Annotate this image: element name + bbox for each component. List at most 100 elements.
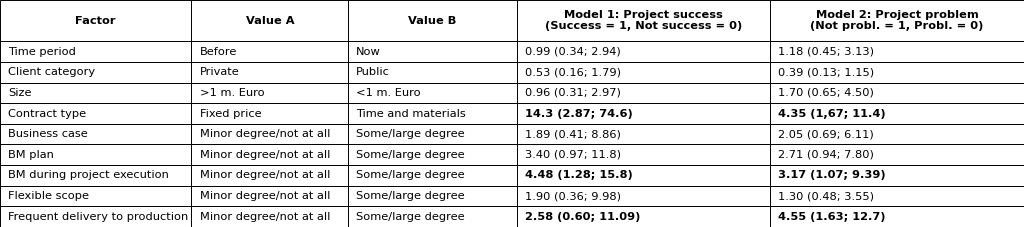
Text: 0.99 (0.34; 2.94): 0.99 (0.34; 2.94) bbox=[525, 47, 622, 57]
Bar bbox=[348, 83, 517, 103]
Bar bbox=[191, 144, 348, 165]
Text: <1 m. Euro: <1 m. Euro bbox=[356, 88, 421, 98]
Text: 1.18 (0.45; 3.13): 1.18 (0.45; 3.13) bbox=[778, 47, 874, 57]
Text: Minor degree/not at all: Minor degree/not at all bbox=[200, 150, 330, 160]
Bar bbox=[517, 124, 770, 144]
Text: Public: Public bbox=[356, 67, 390, 77]
Bar bbox=[0, 206, 191, 227]
Bar bbox=[348, 206, 517, 227]
Bar bbox=[517, 83, 770, 103]
Text: 1.89 (0.41; 8.86): 1.89 (0.41; 8.86) bbox=[525, 129, 622, 139]
Text: Some/large degree: Some/large degree bbox=[356, 170, 465, 180]
Text: BM plan: BM plan bbox=[8, 150, 54, 160]
Bar bbox=[348, 165, 517, 186]
Text: 0.96 (0.31; 2.97): 0.96 (0.31; 2.97) bbox=[525, 88, 622, 98]
Text: 1.90 (0.36; 9.98): 1.90 (0.36; 9.98) bbox=[525, 191, 622, 201]
Bar bbox=[0, 0, 191, 41]
Text: Contract type: Contract type bbox=[8, 109, 86, 118]
Bar bbox=[770, 41, 1024, 62]
Bar bbox=[517, 41, 770, 62]
Bar bbox=[191, 165, 348, 186]
Bar bbox=[517, 144, 770, 165]
Bar bbox=[348, 124, 517, 144]
Text: Minor degree/not at all: Minor degree/not at all bbox=[200, 212, 330, 222]
Bar bbox=[0, 144, 191, 165]
Bar bbox=[191, 103, 348, 124]
Bar bbox=[348, 144, 517, 165]
Text: >1 m. Euro: >1 m. Euro bbox=[200, 88, 264, 98]
Text: Minor degree/not at all: Minor degree/not at all bbox=[200, 191, 330, 201]
Bar bbox=[348, 186, 517, 206]
Bar bbox=[770, 83, 1024, 103]
Text: Value B: Value B bbox=[409, 16, 457, 26]
Text: BM during project execution: BM during project execution bbox=[8, 170, 169, 180]
Text: 2.58 (0.60; 11.09): 2.58 (0.60; 11.09) bbox=[525, 212, 641, 222]
Bar bbox=[517, 165, 770, 186]
Bar bbox=[517, 62, 770, 83]
Bar bbox=[348, 0, 517, 41]
Text: Some/large degree: Some/large degree bbox=[356, 191, 465, 201]
Bar bbox=[0, 186, 191, 206]
Text: Fixed price: Fixed price bbox=[200, 109, 261, 118]
Text: Some/large degree: Some/large degree bbox=[356, 212, 465, 222]
Bar bbox=[0, 62, 191, 83]
Text: Some/large degree: Some/large degree bbox=[356, 150, 465, 160]
Text: Minor degree/not at all: Minor degree/not at all bbox=[200, 129, 330, 139]
Bar bbox=[191, 206, 348, 227]
Bar bbox=[348, 41, 517, 62]
Bar bbox=[191, 83, 348, 103]
Bar bbox=[770, 0, 1024, 41]
Text: 0.53 (0.16; 1.79): 0.53 (0.16; 1.79) bbox=[525, 67, 622, 77]
Text: Model 2: Project problem
(Not probl. = 1, Probl. = 0): Model 2: Project problem (Not probl. = 1… bbox=[810, 10, 984, 31]
Bar bbox=[348, 103, 517, 124]
Bar bbox=[191, 0, 348, 41]
Bar bbox=[348, 62, 517, 83]
Bar bbox=[770, 206, 1024, 227]
Text: 2.71 (0.94; 7.80): 2.71 (0.94; 7.80) bbox=[778, 150, 874, 160]
Bar bbox=[770, 62, 1024, 83]
Bar bbox=[517, 206, 770, 227]
Bar bbox=[191, 124, 348, 144]
Bar bbox=[191, 41, 348, 62]
Bar bbox=[770, 103, 1024, 124]
Bar bbox=[770, 186, 1024, 206]
Bar bbox=[0, 124, 191, 144]
Text: Time period: Time period bbox=[8, 47, 76, 57]
Text: 2.05 (0.69; 6.11): 2.05 (0.69; 6.11) bbox=[778, 129, 874, 139]
Text: Frequent delivery to production: Frequent delivery to production bbox=[8, 212, 188, 222]
Bar bbox=[517, 0, 770, 41]
Text: Flexible scope: Flexible scope bbox=[8, 191, 89, 201]
Bar bbox=[770, 165, 1024, 186]
Bar bbox=[517, 103, 770, 124]
Text: Factor: Factor bbox=[76, 16, 116, 26]
Text: 14.3 (2.87; 74.6): 14.3 (2.87; 74.6) bbox=[525, 109, 633, 118]
Text: Before: Before bbox=[200, 47, 237, 57]
Bar bbox=[0, 103, 191, 124]
Text: Client category: Client category bbox=[8, 67, 95, 77]
Bar bbox=[770, 144, 1024, 165]
Text: 4.35 (1,67; 11.4): 4.35 (1,67; 11.4) bbox=[778, 109, 886, 118]
Bar bbox=[770, 124, 1024, 144]
Text: 3.17 (1.07; 9.39): 3.17 (1.07; 9.39) bbox=[778, 170, 886, 180]
Text: Value A: Value A bbox=[246, 16, 294, 26]
Text: Size: Size bbox=[8, 88, 32, 98]
Text: 1.70 (0.65; 4.50): 1.70 (0.65; 4.50) bbox=[778, 88, 874, 98]
Bar bbox=[191, 186, 348, 206]
Text: 4.55 (1.63; 12.7): 4.55 (1.63; 12.7) bbox=[778, 212, 886, 222]
Text: Some/large degree: Some/large degree bbox=[356, 129, 465, 139]
Text: 1.30 (0.48; 3.55): 1.30 (0.48; 3.55) bbox=[778, 191, 874, 201]
Text: Now: Now bbox=[356, 47, 381, 57]
Text: Model 1: Project success
(Success = 1, Not success = 0): Model 1: Project success (Success = 1, N… bbox=[545, 10, 742, 31]
Bar bbox=[0, 165, 191, 186]
Text: Minor degree/not at all: Minor degree/not at all bbox=[200, 170, 330, 180]
Bar bbox=[517, 186, 770, 206]
Bar bbox=[0, 41, 191, 62]
Text: 3.40 (0.97; 11.8): 3.40 (0.97; 11.8) bbox=[525, 150, 622, 160]
Bar bbox=[0, 83, 191, 103]
Bar bbox=[191, 62, 348, 83]
Text: 0.39 (0.13; 1.15): 0.39 (0.13; 1.15) bbox=[778, 67, 874, 77]
Text: Private: Private bbox=[200, 67, 240, 77]
Text: Time and materials: Time and materials bbox=[356, 109, 466, 118]
Text: Business case: Business case bbox=[8, 129, 88, 139]
Text: 4.48 (1.28; 15.8): 4.48 (1.28; 15.8) bbox=[525, 170, 633, 180]
